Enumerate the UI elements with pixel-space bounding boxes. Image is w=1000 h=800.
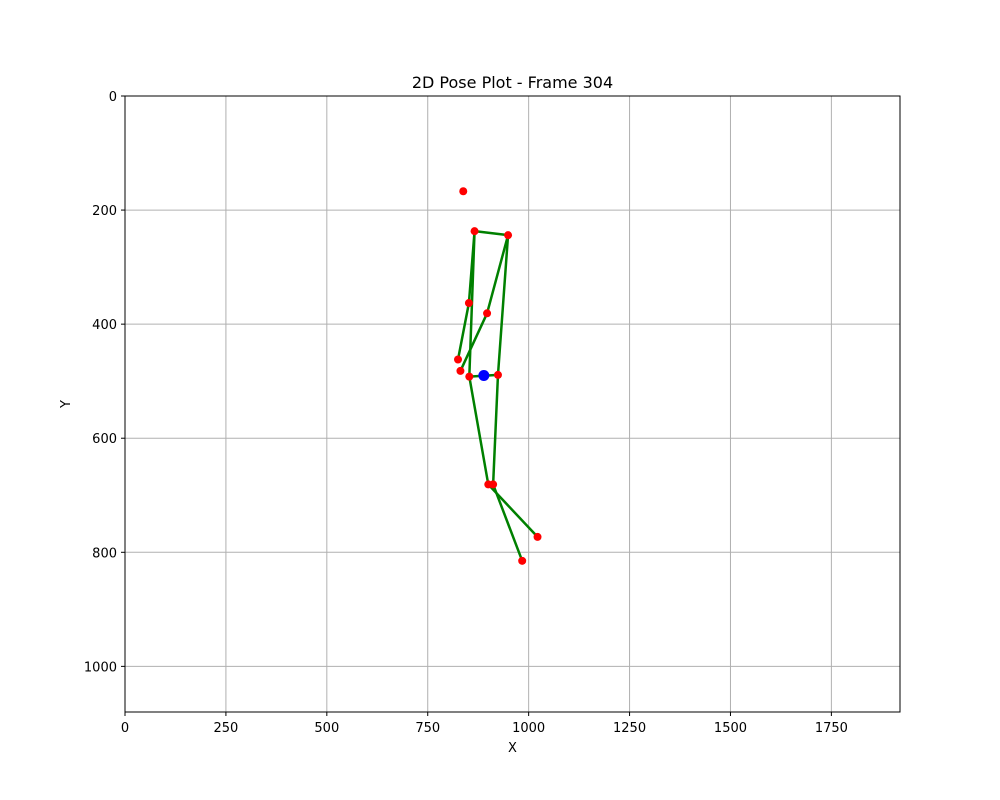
skeleton-bone (473, 229, 510, 237)
skeleton-bone (485, 233, 510, 315)
x-tick-label: 250 (213, 721, 238, 736)
y-tick-label: 0 (109, 90, 117, 105)
skeleton-bone (496, 233, 510, 377)
keypoint-marker (470, 227, 479, 236)
tick-layer: 0 250 500 750 1000 1250 1500 1750 0 200 400 600 800 1… (84, 90, 848, 736)
keypoint-marker (464, 299, 473, 308)
skeleton-bone (459, 312, 489, 373)
x-tick-label: 1250 (613, 721, 646, 736)
chart-title: 2D Pose Plot - Frame 304 (412, 73, 613, 92)
keypoint-marker (465, 372, 474, 381)
keypoint-marker (504, 231, 513, 240)
y-tick-label: 800 (92, 546, 117, 561)
skeleton-bone (491, 483, 524, 563)
y-tick-label: 400 (92, 318, 117, 333)
skeleton-bone (468, 375, 490, 486)
keypoint-marker (459, 187, 468, 196)
y-axis-label: Y (59, 400, 74, 409)
keypoint-marker (454, 355, 463, 364)
plot-frame (124, 95, 901, 713)
x-tick-label: 1750 (815, 721, 848, 736)
skeleton-bone (456, 301, 471, 361)
keypoint-marker (456, 366, 465, 375)
bone-layer (456, 229, 539, 563)
grid-layer (124, 95, 900, 712)
x-tick-label: 1500 (714, 721, 747, 736)
x-tick-label: 750 (415, 721, 440, 736)
y-tick-label: 1000 (84, 660, 117, 675)
y-tick-label: 600 (92, 432, 117, 447)
skeleton-bone (491, 373, 500, 486)
keypoint-marker (493, 370, 502, 379)
x-tick-label: 0 (121, 721, 129, 736)
keypoint-layer (454, 187, 542, 565)
keypoint-marker (489, 480, 498, 489)
center-point-marker (478, 369, 490, 381)
x-tick-label: 500 (314, 721, 339, 736)
keypoint-marker (533, 532, 542, 541)
keypoint-marker (483, 309, 492, 318)
keypoint-marker (518, 556, 527, 565)
y-tick-label: 200 (92, 204, 117, 219)
x-axis-label: X (508, 741, 517, 756)
x-tick-label: 1000 (512, 721, 545, 736)
